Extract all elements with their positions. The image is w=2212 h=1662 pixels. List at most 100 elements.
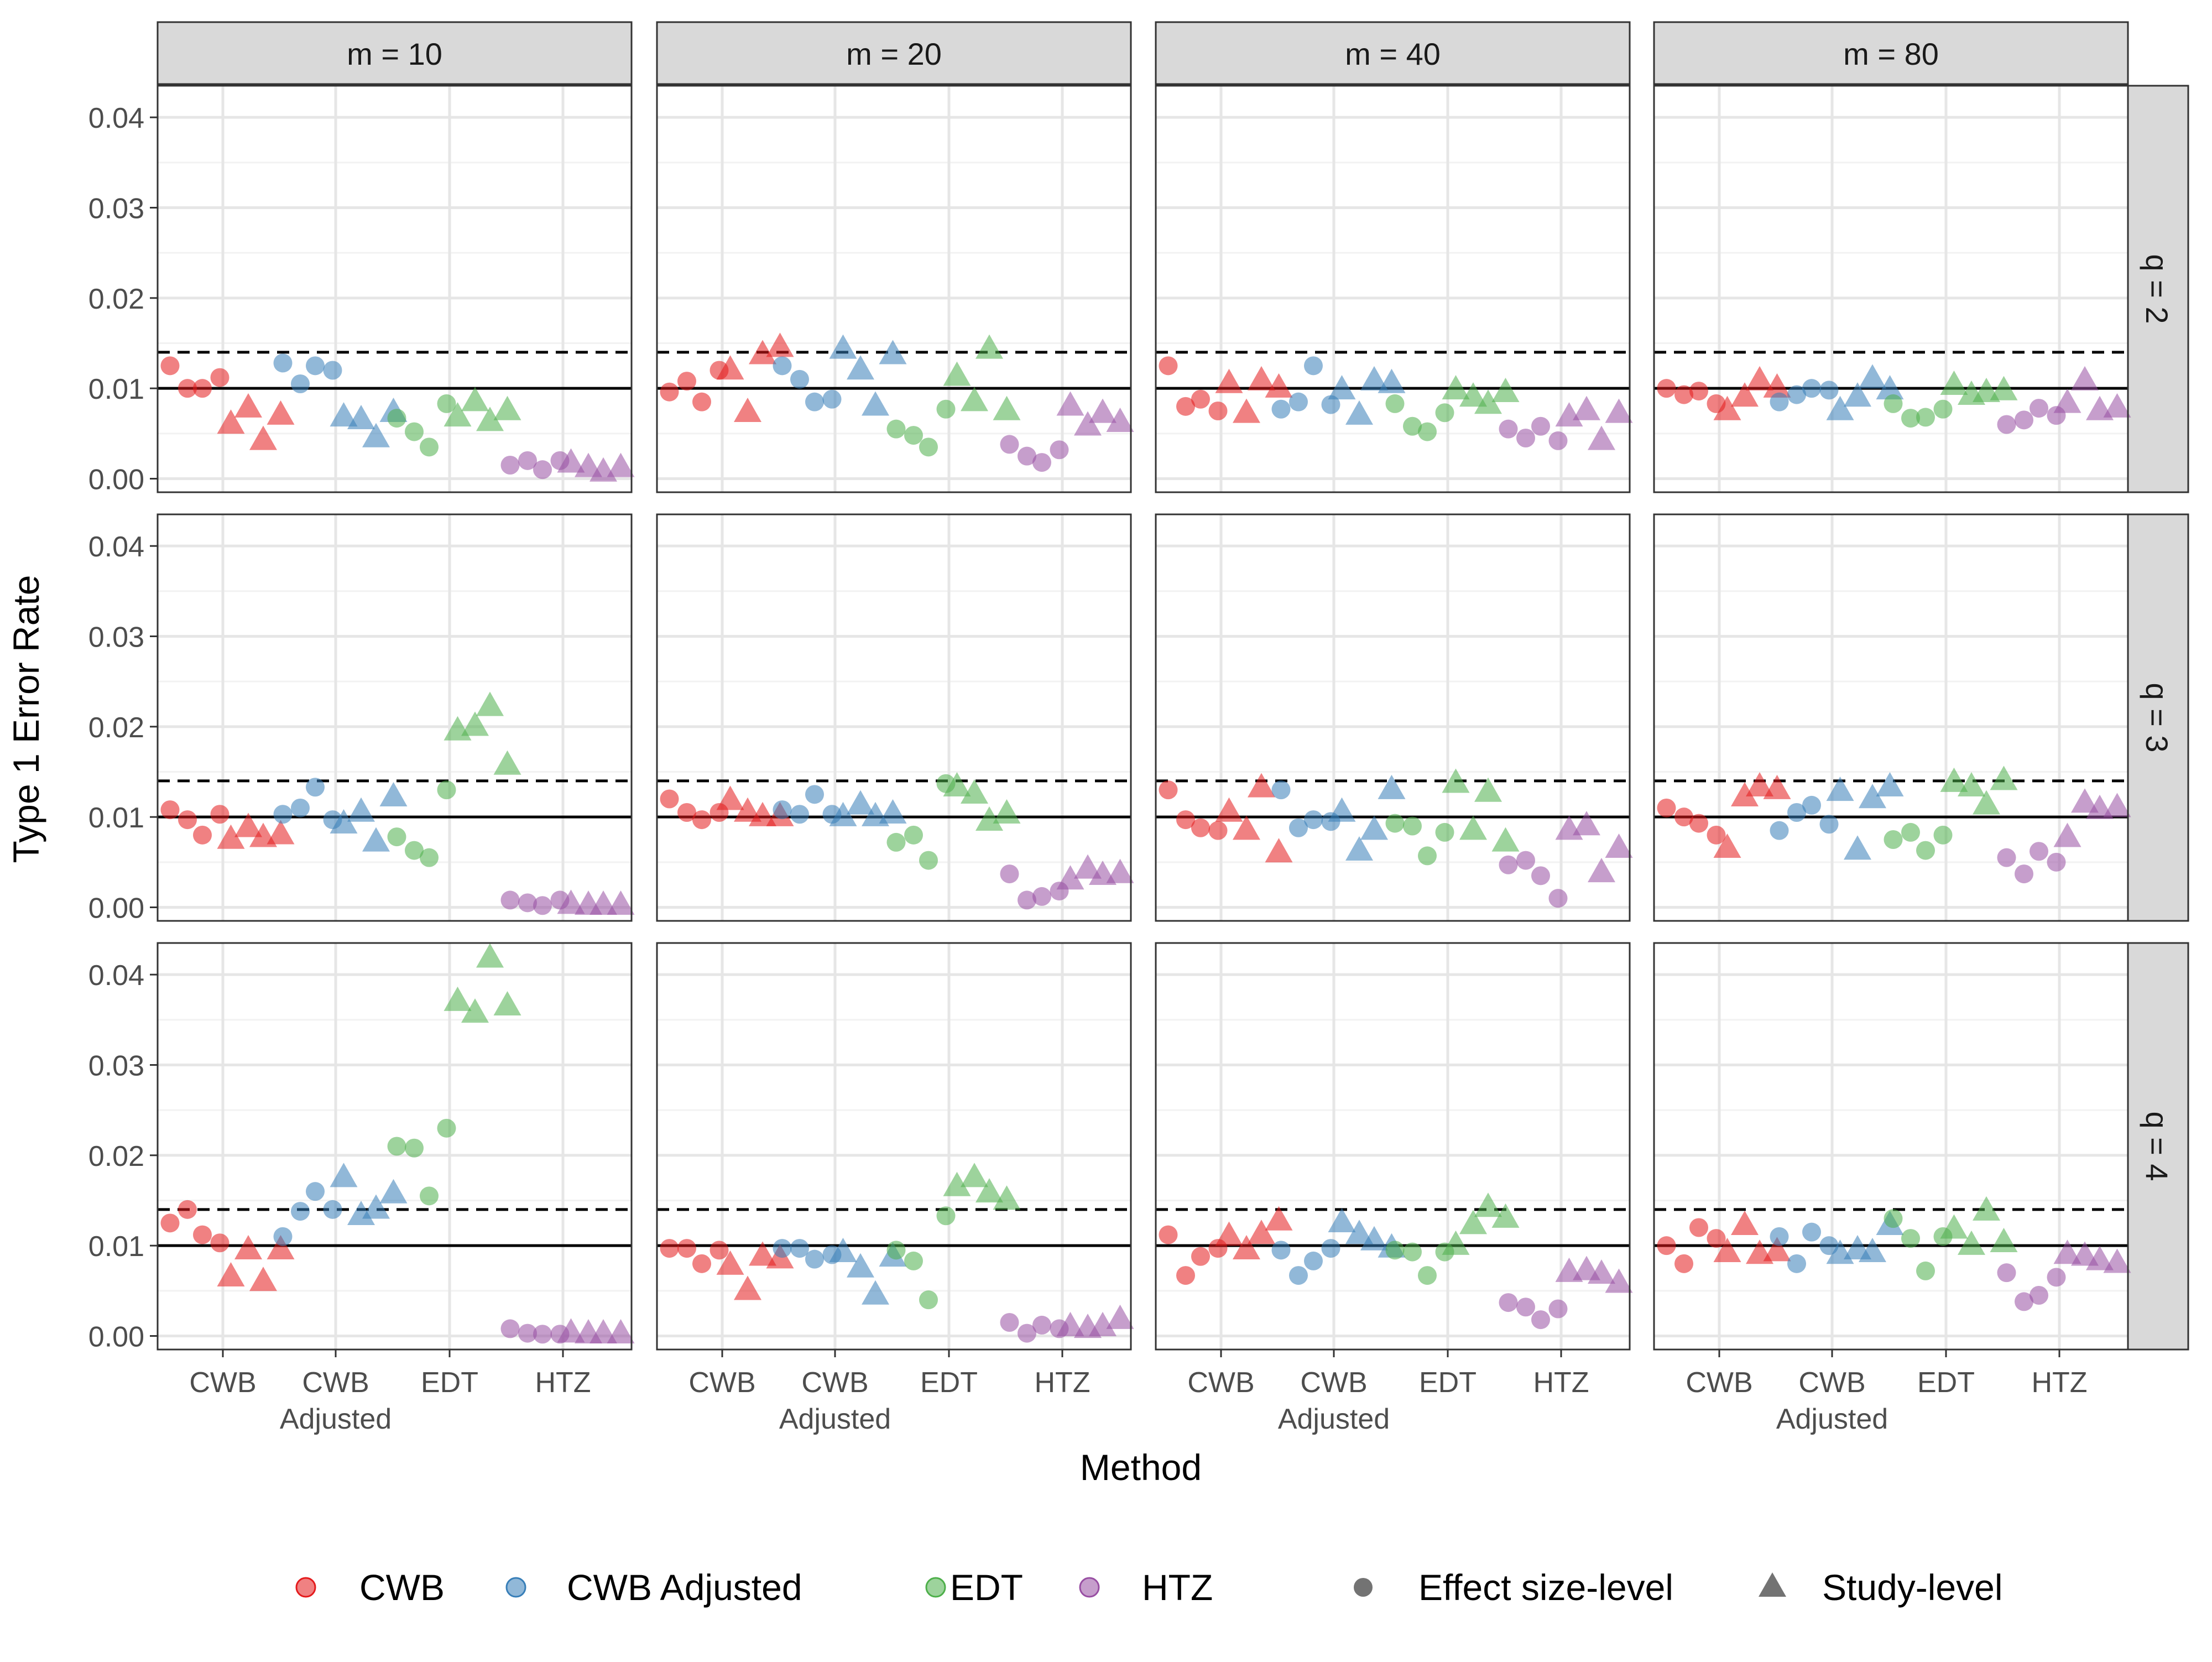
point-edt-study-level — [1459, 815, 1487, 840]
point-htz-study-level — [1056, 391, 1084, 416]
point-cwb-adjusted-study-level — [879, 340, 907, 364]
panel-background — [1156, 943, 1630, 1350]
facet-strip-label: m = 10 — [347, 37, 442, 71]
point-htz-effect-size-level — [518, 893, 537, 913]
x-tick-label: HTZ — [535, 1367, 591, 1399]
point-cwb-effect-size-level — [160, 800, 180, 820]
point-cwb-effect-size-level — [709, 1241, 729, 1260]
point-cwb-effect-size-level — [160, 1213, 180, 1233]
point-cwb-effect-size-level — [1674, 385, 1693, 404]
point-cwb-effect-size-level — [1657, 1236, 1676, 1255]
panel-m-40-q-4: CWB CWB Adjusted EDT HTZ — [1155, 942, 1633, 1435]
point-cwb-study-level — [1746, 772, 1773, 796]
panel-border — [1653, 513, 2129, 922]
point-cwb-effect-size-level — [1159, 356, 1178, 376]
point-edt-effect-size-level — [405, 1138, 424, 1158]
point-cwb-adjusted-study-level — [1378, 368, 1406, 393]
point-cwb-effect-size-level — [692, 392, 711, 411]
point-htz-study-level — [2103, 1248, 2131, 1273]
y-tick-label: 0.03 — [88, 622, 144, 654]
point-edt-effect-size-level — [437, 1118, 456, 1138]
point-htz-effect-size-level — [1531, 416, 1550, 436]
point-cwb-adjusted-effect-size-level — [773, 1239, 792, 1258]
point-cwb-study-level — [734, 1275, 761, 1300]
point-edt-study-level — [1940, 767, 1968, 792]
point-htz-study-level — [1573, 395, 1600, 420]
point-htz-effect-size-level — [1032, 887, 1051, 906]
y-tick-label: 0.04 — [88, 531, 144, 563]
point-cwb-adjusted-study-level — [1844, 835, 1871, 860]
point-edt-study-level — [461, 711, 489, 736]
point-cwb-study-level — [1233, 815, 1260, 840]
point-cwb-adjusted-study-level — [362, 423, 390, 447]
point-htz-study-level — [1074, 411, 1102, 436]
point-edt-effect-size-level — [886, 419, 906, 439]
point-cwb-study-level — [749, 1241, 776, 1266]
point-cwb-adjusted-effect-size-level — [1271, 780, 1291, 800]
point-edt-study-level — [1474, 777, 1502, 802]
point-edt-effect-size-level — [919, 437, 938, 457]
point-edt-effect-size-level — [1403, 1242, 1422, 1262]
point-cwb-study-level — [1763, 774, 1791, 799]
y-tick-label: 0.02 — [88, 712, 144, 744]
point-cwb-study-level — [1215, 1221, 1243, 1246]
point-edt-effect-size-level — [904, 426, 923, 445]
panel-border — [1155, 513, 1631, 922]
point-htz-effect-size-level — [1499, 419, 1518, 439]
point-htz-effect-size-level — [1018, 446, 1036, 466]
panel-background — [1654, 86, 2128, 492]
point-edt-effect-size-level — [420, 848, 439, 867]
x-tick-label: HTZ — [2031, 1367, 2087, 1399]
point-cwb-adjusted-effect-size-level — [790, 805, 809, 824]
point-cwb-adjusted-effect-size-level — [1304, 1251, 1323, 1270]
point-edt-study-level — [1973, 790, 2000, 815]
point-cwb-adjusted-effect-size-level — [805, 785, 824, 804]
point-cwb-effect-size-level — [692, 1254, 711, 1273]
point-htz-effect-size-level — [2015, 1292, 2033, 1311]
facet-strip-label: q = 2 — [2140, 254, 2174, 324]
point-cwb-adjusted-effect-size-level — [306, 356, 325, 376]
point-htz-study-level — [1573, 811, 1600, 836]
point-edt-study-level — [1940, 370, 1968, 395]
legend-item-htz: HTZ — [1079, 1567, 1213, 1608]
point-cwb-effect-size-level — [160, 356, 180, 376]
panel-m-10-q-4: 0.00 0.01 0.02 0.03 0.04 CWB CWB Adjusted EDT HTZ — [88, 942, 635, 1435]
point-htz-study-level — [1106, 858, 1134, 883]
point-edt-effect-size-level — [1435, 822, 1454, 842]
point-cwb-effect-size-level — [210, 1233, 229, 1253]
point-edt-effect-size-level — [405, 422, 424, 441]
point-cwb-adjusted-effect-size-level — [1770, 1227, 1789, 1246]
point-edt-effect-size-level — [886, 832, 906, 852]
point-cwb-study-level — [1763, 1237, 1791, 1262]
point-cwb-effect-size-level — [1657, 379, 1676, 398]
point-edt-effect-size-level — [1884, 830, 1903, 849]
x-tick-label: HTZ — [1533, 1367, 1589, 1399]
point-edt-study-level — [1442, 375, 1470, 400]
point-cwb-study-level — [234, 1235, 262, 1260]
y-axis-title: Type 1 Error Rate — [6, 575, 46, 863]
point-edt-effect-size-level — [1916, 408, 1935, 427]
panel-border — [1653, 942, 2129, 1351]
point-edt-effect-size-level — [437, 780, 456, 800]
point-cwb-study-level — [249, 1267, 277, 1291]
point-cwb-study-level — [734, 797, 761, 822]
point-edt-study-level — [493, 991, 521, 1016]
point-cwb-adjusted-study-level — [1345, 400, 1373, 425]
y-tick-label: 0.01 — [88, 802, 144, 834]
point-cwb-effect-size-level — [1674, 1254, 1693, 1273]
point-edt-study-level — [1491, 1203, 1520, 1228]
point-htz-effect-size-level — [1548, 889, 1568, 908]
point-edt-study-level — [476, 691, 504, 716]
x-tick-label: Adjusted — [779, 1403, 891, 1435]
point-cwb-adjusted-effect-size-level — [1802, 795, 1821, 815]
point-cwb-adjusted-study-level — [1328, 375, 1356, 400]
facet-strip-m-20 — [656, 21, 1132, 85]
point-cwb-adjusted-effect-size-level — [1271, 399, 1291, 419]
point-cwb-study-level — [1763, 373, 1791, 398]
point-cwb-study-level — [716, 785, 744, 810]
panel-m-40-q-2 — [1155, 85, 1633, 493]
legend-item-cwb-adjusted: CWB Adjusted — [505, 1567, 802, 1608]
facet-strip-q-3 — [2125, 513, 2189, 922]
point-cwb-study-level — [1731, 781, 1759, 806]
